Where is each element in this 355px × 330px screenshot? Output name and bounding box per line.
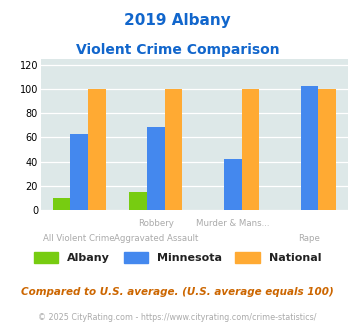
Bar — [318, 89, 336, 210]
Bar — [130, 191, 147, 210]
Text: Violent Crime Comparison: Violent Crime Comparison — [76, 43, 279, 57]
Text: Compared to U.S. average. (U.S. average equals 100): Compared to U.S. average. (U.S. average … — [21, 287, 334, 297]
Text: Robbery: Robbery — [138, 219, 174, 228]
Text: Aggravated Assault: Aggravated Assault — [114, 234, 198, 243]
Bar — [301, 86, 318, 210]
Text: © 2025 CityRating.com - https://www.cityrating.com/crime-statistics/: © 2025 CityRating.com - https://www.city… — [38, 313, 317, 322]
Legend: Albany, Minnesota, National: Albany, Minnesota, National — [29, 248, 326, 267]
Bar — [241, 89, 259, 210]
Text: Rape: Rape — [299, 234, 321, 243]
Bar — [224, 159, 241, 210]
Text: 2019 Albany: 2019 Albany — [124, 13, 231, 28]
Bar — [53, 198, 70, 210]
Bar — [70, 134, 88, 210]
Text: All Violent Crime: All Violent Crime — [43, 234, 115, 243]
Bar — [165, 89, 182, 210]
Text: Murder & Mans...: Murder & Mans... — [196, 219, 269, 228]
Bar — [88, 89, 106, 210]
Bar — [147, 127, 165, 210]
